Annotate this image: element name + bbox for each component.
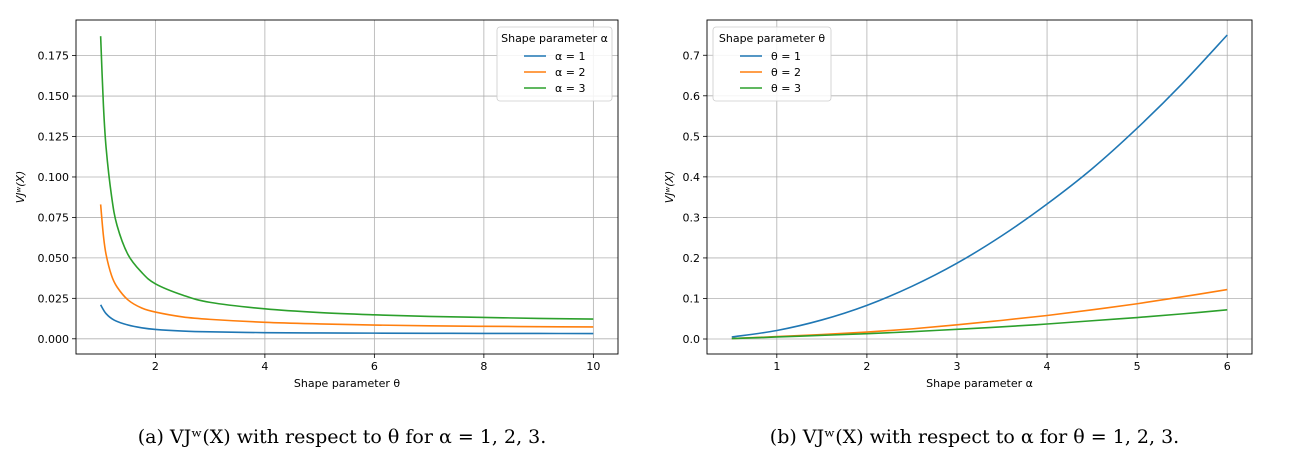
series-line-b-3 — [731, 309, 1228, 340]
chart-b-frame — [706, 19, 1253, 355]
y-tick-label: 0.150 — [38, 90, 70, 103]
chart-a-xlabel: Shape parameter θ — [294, 377, 401, 390]
chart-b-caption: (b) VJʷ(X) with respect to α for θ = 1, … — [770, 426, 1179, 448]
chart-b: 1 2 3 4 5 6 0.0 0.1 0.2 0.3 0.4 0.5 0.6 0.7 Shape pa… — [663, 19, 1253, 448]
chart-a-yticks: 0.000 0.025 0.050 0.075 0.100 0.125 0.150 0.175 — [38, 50, 76, 346]
y-tick-label: 0.7 — [683, 49, 701, 62]
chart-a-series — [99, 36, 594, 335]
series-line-b-1 — [731, 34, 1228, 338]
x-tick-label: 1 — [773, 360, 780, 373]
chart-a: 2 4 6 8 10 0.000 0.025 0.050 0.075 0.100 0.125 0.1… — [14, 19, 619, 448]
y-tick-label: 0.125 — [38, 131, 70, 144]
y-tick-label: 0.3 — [683, 211, 701, 224]
legend-label: α = 3 — [555, 82, 585, 95]
chart-b-xlabel: Shape parameter α — [926, 377, 1033, 390]
chart-b-ylabel: VJʷ(X) — [663, 171, 676, 204]
x-tick-label: 3 — [953, 360, 960, 373]
legend-box — [712, 26, 832, 102]
chart-b-yticks: 0.0 0.1 0.2 0.3 0.4 0.5 0.6 0.7 — [683, 49, 707, 346]
series-line-a-3 — [99, 36, 594, 320]
chart-b-xticks: 1 2 3 4 5 6 — [773, 354, 1231, 373]
chart-a-ylabel: VJʷ(X) — [14, 171, 27, 204]
x-tick-label: 10 — [586, 360, 600, 373]
y-tick-label: 0.175 — [38, 50, 70, 63]
y-tick-label: 0.0 — [683, 333, 701, 346]
x-tick-label: 5 — [1134, 360, 1141, 373]
y-tick-label: 0.2 — [683, 252, 701, 265]
y-tick-label: 0.5 — [683, 130, 701, 143]
x-tick-label: 2 — [863, 360, 870, 373]
x-tick-label: 4 — [261, 360, 268, 373]
legend-title: Shape parameter θ — [719, 32, 826, 45]
y-tick-label: 0.025 — [38, 292, 70, 305]
chart-a-xticks: 2 4 6 8 10 — [152, 354, 600, 373]
series-line-a-2 — [99, 204, 594, 328]
legend-box — [496, 26, 613, 102]
legend-label: θ = 2 — [771, 66, 801, 79]
y-tick-label: 0.075 — [38, 211, 70, 224]
x-tick-label: 4 — [1044, 360, 1051, 373]
x-tick-label: 8 — [480, 360, 487, 373]
legend-label: α = 1 — [555, 50, 585, 63]
legend-label: α = 2 — [555, 66, 585, 79]
legend-label: θ = 1 — [771, 50, 801, 63]
y-tick-label: 0.1 — [683, 292, 701, 305]
y-tick-label: 0.4 — [683, 171, 701, 184]
chart-a-frame — [75, 19, 619, 355]
y-tick-label: 0.100 — [38, 171, 70, 184]
y-tick-label: 0.6 — [683, 90, 701, 103]
chart-a-caption: (a) VJʷ(X) with respect to θ for α = 1, … — [138, 426, 547, 448]
series-line-b-2 — [731, 288, 1228, 340]
legend-label: θ = 3 — [771, 82, 801, 95]
chart-b-series — [731, 34, 1228, 340]
y-tick-label: 0.050 — [38, 252, 70, 265]
legend-title: Shape parameter α — [501, 32, 608, 45]
series-line-a-1 — [99, 304, 594, 335]
x-tick-label: 6 — [1224, 360, 1231, 373]
chart-a-legend: Shape parameter α α = 1 α = 2 α = 3 — [496, 26, 613, 102]
y-tick-label: 0.000 — [38, 333, 70, 346]
x-tick-label: 6 — [371, 360, 378, 373]
chart-b-legend: Shape parameter θ θ = 1 θ = 2 θ = 3 — [712, 26, 832, 102]
x-tick-label: 2 — [152, 360, 159, 373]
